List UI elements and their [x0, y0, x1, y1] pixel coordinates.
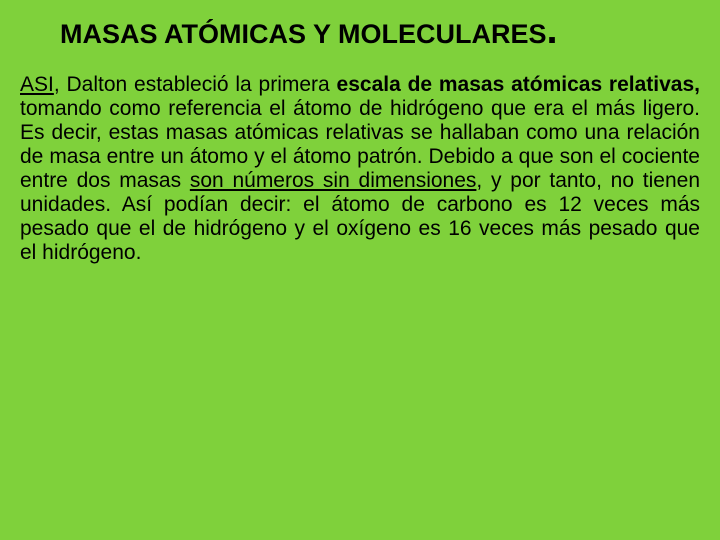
title-text: MASAS ATÓMICAS Y MOLECULARES [60, 19, 547, 49]
slide-title: MASAS ATÓMICAS Y MOLECULARES. [60, 14, 680, 51]
body-paragraph: ASI, Dalton estableció la primera escala… [20, 73, 700, 265]
text-segment-escala: escala de masas atómicas relativas, [337, 73, 700, 96]
text-segment-asi: ASI [20, 73, 54, 96]
body-region: ASI, Dalton estableció la primera escala… [0, 69, 720, 265]
title-dot: . [547, 8, 558, 52]
text-segment-numeros: son números sin dimensiones [190, 169, 477, 192]
text-segment-2: , Dalton estableció la primera [54, 73, 337, 96]
title-region: MASAS ATÓMICAS Y MOLECULARES. [0, 0, 720, 69]
slide: MASAS ATÓMICAS Y MOLECULARES. ASI, Dalto… [0, 0, 720, 540]
